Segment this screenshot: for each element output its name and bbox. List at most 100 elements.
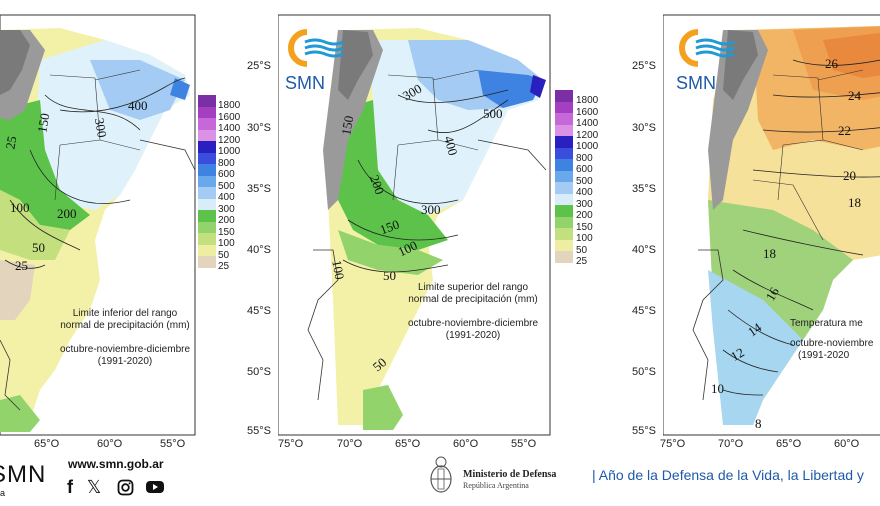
- contour-label: 200: [57, 206, 77, 221]
- lat-label: 30°S: [247, 122, 271, 134]
- lat-label: 30°S: [632, 122, 656, 134]
- contour-label: 10: [711, 381, 724, 396]
- lon-label: 75°O: [660, 438, 686, 450]
- legend-label: 25: [576, 256, 588, 267]
- legend-label: 800: [218, 157, 235, 169]
- contour-label: 12: [728, 344, 747, 363]
- lon-label: 65°O: [395, 438, 421, 450]
- lon-label: 70°O: [337, 438, 363, 450]
- footer: SMN a www.smn.gob.ar f 𝕏 Ministerio de D…: [0, 455, 880, 506]
- lat-label: 50°S: [247, 366, 271, 378]
- legend-swatch: [555, 182, 573, 194]
- legend-label: 400: [576, 187, 593, 198]
- legend-label: 600: [576, 164, 593, 175]
- map-caption: Temperatura me octubre-noviembre (1991-2…: [790, 318, 874, 361]
- legend-label: 25: [218, 261, 230, 272]
- contour-label: 50: [32, 240, 45, 255]
- contour-label: 150: [378, 217, 401, 238]
- lon-label: 60°O: [834, 438, 860, 450]
- smn-logo-text: SMN: [285, 73, 325, 93]
- legend-swatch: [198, 106, 216, 118]
- legend-swatch: [198, 187, 216, 199]
- legend-swatch: [198, 95, 216, 107]
- precip-legend-2: [555, 90, 573, 263]
- x-icon[interactable]: 𝕏: [86, 477, 102, 497]
- legend-label: 1800: [576, 95, 599, 106]
- legend-label: 200: [576, 210, 593, 221]
- legend-label: 400: [218, 192, 235, 203]
- contour-label: 8: [755, 416, 762, 431]
- legend-swatch: [198, 129, 216, 141]
- youtube-icon[interactable]: [145, 479, 165, 495]
- contour-label: 24: [848, 88, 862, 103]
- contour-label: 150: [338, 115, 356, 137]
- contour-label: 150: [34, 112, 52, 134]
- contour-label: 400: [441, 134, 461, 157]
- precip-legend-1-labels: 1800 1600 1400 1200 1000 800 600 500 400 300 200 15…: [218, 100, 240, 273]
- lat-label: 55°S: [247, 425, 271, 437]
- legend-swatch: [555, 147, 573, 159]
- legend-label: 500: [218, 180, 235, 192]
- smn-logo-icon: [288, 29, 344, 67]
- legend-swatch: [555, 228, 573, 240]
- precip-legend-1: [198, 95, 216, 268]
- footer-smn-logo: SMN: [0, 461, 47, 488]
- contour-label: 25: [2, 135, 19, 150]
- lat-label: 40°S: [632, 244, 656, 256]
- contour-label: 300: [421, 202, 441, 217]
- legend-label: 1200: [218, 134, 241, 146]
- contour-label: 18: [848, 195, 861, 210]
- legend-label: 300: [576, 198, 593, 210]
- legend-label: 1400: [218, 123, 241, 134]
- precip-lower-map-panel: 400 300 150 25 100 200 50 25 65°O 60°O 5…: [0, 0, 240, 455]
- legend-label: 150: [576, 221, 593, 233]
- legend-swatch: [198, 210, 216, 222]
- legend-swatch: [555, 159, 573, 171]
- contour-label: 22: [838, 123, 851, 138]
- legend-label: 1800: [218, 100, 241, 111]
- contour-label: 25: [15, 258, 28, 273]
- contour-label: 20: [843, 168, 856, 183]
- contour-label: 26: [825, 56, 839, 71]
- legend-label: 100: [218, 238, 235, 249]
- contour-label: 100: [396, 238, 420, 260]
- legend-swatch: [198, 152, 216, 164]
- footer-smn-small: a: [0, 488, 6, 498]
- legend-label: 1200: [576, 129, 599, 141]
- contour-label: 300: [92, 117, 110, 139]
- smn-logo: SMN: [285, 28, 345, 93]
- contour-label: 400: [128, 98, 148, 113]
- lat-label: 35°S: [247, 183, 271, 195]
- legend-swatch: [555, 90, 573, 102]
- contour-label: 200: [367, 173, 388, 196]
- smn-logo: SMN: [676, 28, 736, 93]
- temperature-map-panel: 26 24 22 20 18 18 16 14 12 10 8 SMN 25°S…: [630, 0, 880, 455]
- lon-label: 70°O: [718, 438, 744, 450]
- lon-label: 55°O: [511, 438, 537, 450]
- legend-swatch: [555, 101, 573, 113]
- legend-swatch: [198, 141, 216, 153]
- lat-label: 45°S: [632, 305, 656, 317]
- instagram-icon[interactable]: [117, 479, 134, 496]
- precip-lower-map: 400 300 150 25 100 200 50 25: [0, 14, 196, 436]
- contour-label: 500: [483, 106, 503, 121]
- legend-label: 1400: [576, 118, 599, 129]
- contour-label: 18: [763, 246, 776, 261]
- legend-label: 150: [218, 226, 235, 238]
- legend-swatch: [198, 164, 216, 176]
- legend-swatch: [555, 251, 573, 263]
- lon-label: 65°O: [34, 438, 60, 450]
- legend-swatch: [555, 170, 573, 182]
- facebook-icon[interactable]: f: [67, 477, 73, 497]
- website-link[interactable]: www.smn.gob.ar: [68, 457, 164, 471]
- precip-upper-map: 300 500 400 150 200 300 150 100 100 50 5…: [278, 14, 551, 436]
- lat-label: 25°S: [247, 60, 271, 72]
- smn-logo-icon: [679, 29, 735, 67]
- legend-swatch: [198, 221, 216, 233]
- lon-label: 60°O: [97, 438, 123, 450]
- contour-label: 100: [10, 200, 30, 215]
- legend-label: 200: [218, 215, 235, 226]
- legend-label: 1600: [576, 106, 599, 118]
- legend-swatch: [198, 118, 216, 130]
- lat-label: 40°S: [247, 244, 271, 256]
